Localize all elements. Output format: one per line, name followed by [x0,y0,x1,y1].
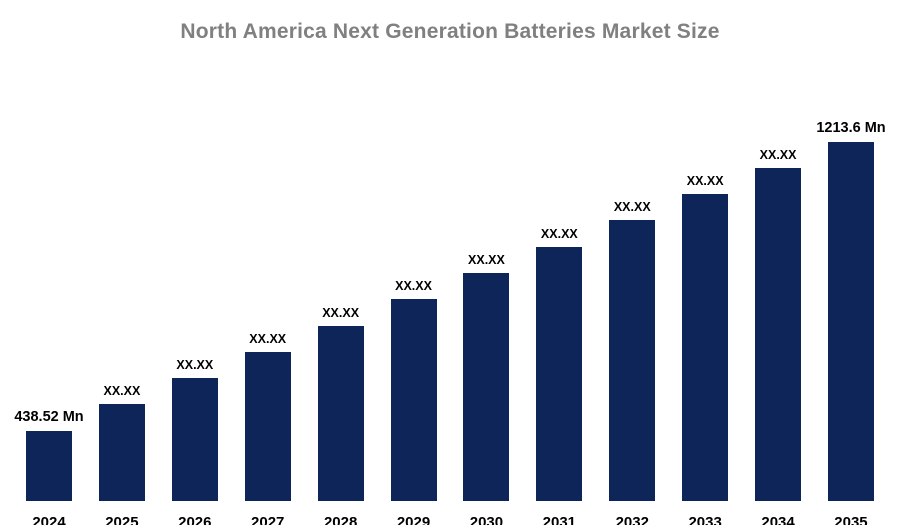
bar [171,378,218,501]
bar [317,326,364,501]
bar [536,247,583,501]
bar-value-label: XX.XX [176,358,214,372]
bar [244,352,291,501]
bar [827,142,874,501]
bar-value-label: 438.52 Mn [14,409,84,425]
x-axis-label: 2033 [688,514,722,525]
bar-column: XX.XX 2030 [455,253,517,525]
bar-column: XX.XX 2031 [528,227,590,525]
bar-column: XX.XX 2026 [164,358,226,525]
bar-value-label: XX.XX [322,306,360,320]
bar-value-label: 1213.6 Mn [816,120,886,136]
bar-column: XX.XX 2025 [91,384,153,525]
x-axis-label: 2034 [761,514,795,525]
x-axis-label: 2032 [615,514,649,525]
x-axis-label: 2028 [323,514,358,525]
x-axis-label: 2029 [396,514,431,525]
bar-value-label: XX.XX [686,174,724,188]
bar-column: XX.XX 2034 [747,148,809,525]
x-axis-label: 2031 [542,514,577,525]
bar-value-label: XX.XX [540,227,578,241]
x-axis-label: 2025 [105,514,139,525]
bar-value-label: XX.XX [249,332,287,346]
bar-column: 1213.6 Mn 2035 [816,120,885,525]
bar-column: XX.XX 2033 [674,174,736,525]
bar-value-label: XX.XX [395,279,432,293]
bar-value-label: XX.XX [613,200,651,214]
bar [390,299,437,501]
bar [755,168,802,501]
bar-column: XX.XX 2028 [310,306,372,525]
bar [26,431,72,501]
x-axis-label: 2035 [834,514,868,525]
x-axis-label: 2024 [32,514,66,525]
bar-column: XX.XX 2027 [237,332,299,525]
chart-title: North America Next Generation Batteries … [180,20,720,43]
bar-chart: North America Next Generation Batteries … [0,20,900,525]
bar-column: XX.XX 2029 [383,279,445,525]
bar [609,220,656,501]
x-axis-label: 2026 [178,514,212,525]
x-axis-label: 2030 [469,514,504,525]
bar-column: 438.52 Mn 2024 [14,409,83,525]
bar-value-label: XX.XX [759,148,797,162]
bar [682,194,729,501]
plot-area: 438.52 Mn 2024 XX.XX 2025 XX.XX 2026 XX.… [14,120,885,525]
bar [98,404,145,501]
bar-value-label: XX.XX [468,253,505,267]
bar-value-label: XX.XX [103,384,141,398]
x-axis-label: 2027 [251,514,285,525]
bar [463,273,510,501]
bar-column: XX.XX 2032 [601,200,663,525]
